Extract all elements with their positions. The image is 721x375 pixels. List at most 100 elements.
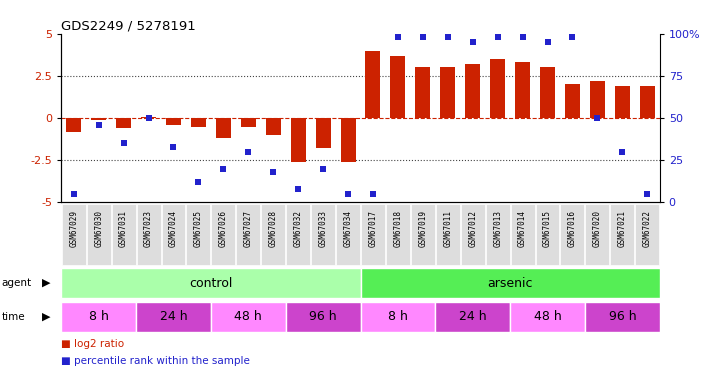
Point [442,34,454,40]
Bar [316,118,330,148]
Text: GSM67018: GSM67018 [394,210,402,247]
Bar [66,118,81,132]
FancyBboxPatch shape [211,302,286,332]
Bar [590,81,605,118]
Bar [565,84,580,118]
Text: GSM67029: GSM67029 [69,210,79,247]
Text: 48 h: 48 h [534,310,562,323]
Point [467,39,479,45]
FancyBboxPatch shape [611,204,634,265]
Bar [465,64,480,118]
Text: control: control [189,277,233,290]
FancyBboxPatch shape [336,204,360,265]
Point [567,34,578,40]
Text: GSM67024: GSM67024 [169,210,178,247]
FancyBboxPatch shape [361,204,385,265]
Bar [515,62,530,118]
Point [93,122,105,128]
Text: 8 h: 8 h [388,310,408,323]
FancyBboxPatch shape [411,204,435,265]
Bar [166,118,181,125]
FancyBboxPatch shape [435,204,460,265]
Text: 48 h: 48 h [234,310,262,323]
Text: ▶: ▶ [42,312,50,322]
Bar [391,56,405,118]
Point [293,186,304,192]
Text: time: time [1,312,25,322]
Point [642,191,653,197]
Bar [266,118,280,135]
Point [242,149,254,155]
Point [118,140,129,146]
Point [541,39,553,45]
FancyBboxPatch shape [87,204,110,265]
Text: agent: agent [1,278,32,288]
FancyBboxPatch shape [236,204,260,265]
Text: GSM67030: GSM67030 [94,210,103,247]
Point [342,191,354,197]
FancyBboxPatch shape [560,204,585,265]
Bar [415,68,430,118]
Point [517,34,528,40]
Bar [241,118,256,126]
Text: GDS2249 / 5278191: GDS2249 / 5278191 [61,20,196,33]
Text: GSM67017: GSM67017 [368,210,378,247]
Text: ■ percentile rank within the sample: ■ percentile rank within the sample [61,356,250,366]
FancyBboxPatch shape [635,204,659,265]
FancyBboxPatch shape [286,302,360,332]
FancyBboxPatch shape [435,302,510,332]
Bar [490,59,505,118]
FancyBboxPatch shape [486,204,510,265]
FancyBboxPatch shape [510,302,585,332]
Bar [615,86,630,118]
FancyBboxPatch shape [360,302,435,332]
Text: ▶: ▶ [42,278,50,288]
Text: GSM67011: GSM67011 [443,210,452,247]
Text: 24 h: 24 h [459,310,487,323]
Text: GSM67014: GSM67014 [518,210,527,247]
Text: GSM67031: GSM67031 [119,210,128,247]
FancyBboxPatch shape [61,268,360,298]
Point [68,191,79,197]
FancyBboxPatch shape [286,204,310,265]
Point [417,34,428,40]
Text: GSM67034: GSM67034 [343,210,353,247]
Text: GSM67019: GSM67019 [418,210,428,247]
Text: 8 h: 8 h [89,310,109,323]
Bar [441,68,455,118]
FancyBboxPatch shape [510,204,534,265]
Text: GSM67020: GSM67020 [593,210,602,247]
FancyBboxPatch shape [211,204,235,265]
Text: ■ log2 ratio: ■ log2 ratio [61,339,125,349]
Point [168,144,180,150]
Point [218,166,229,172]
Text: 24 h: 24 h [159,310,187,323]
Point [267,169,279,175]
FancyBboxPatch shape [536,204,559,265]
FancyBboxPatch shape [62,204,86,265]
Bar [91,118,106,120]
Point [193,179,204,185]
FancyBboxPatch shape [360,268,660,298]
Text: GSM67013: GSM67013 [493,210,502,247]
Point [392,34,404,40]
Bar [340,118,355,162]
Bar [640,86,655,118]
Text: GSM67032: GSM67032 [293,210,303,247]
Point [143,115,154,121]
Bar [191,118,206,126]
Text: GSM67016: GSM67016 [568,210,577,247]
FancyBboxPatch shape [187,204,211,265]
Bar [216,118,231,138]
Text: GSM67022: GSM67022 [642,210,652,247]
Text: GSM67028: GSM67028 [269,210,278,247]
Text: GSM67025: GSM67025 [194,210,203,247]
Bar [366,51,381,118]
Point [616,149,628,155]
FancyBboxPatch shape [585,302,660,332]
FancyBboxPatch shape [136,302,211,332]
Bar [141,117,156,118]
Bar [116,118,131,128]
Text: GSM67012: GSM67012 [468,210,477,247]
FancyBboxPatch shape [261,204,286,265]
